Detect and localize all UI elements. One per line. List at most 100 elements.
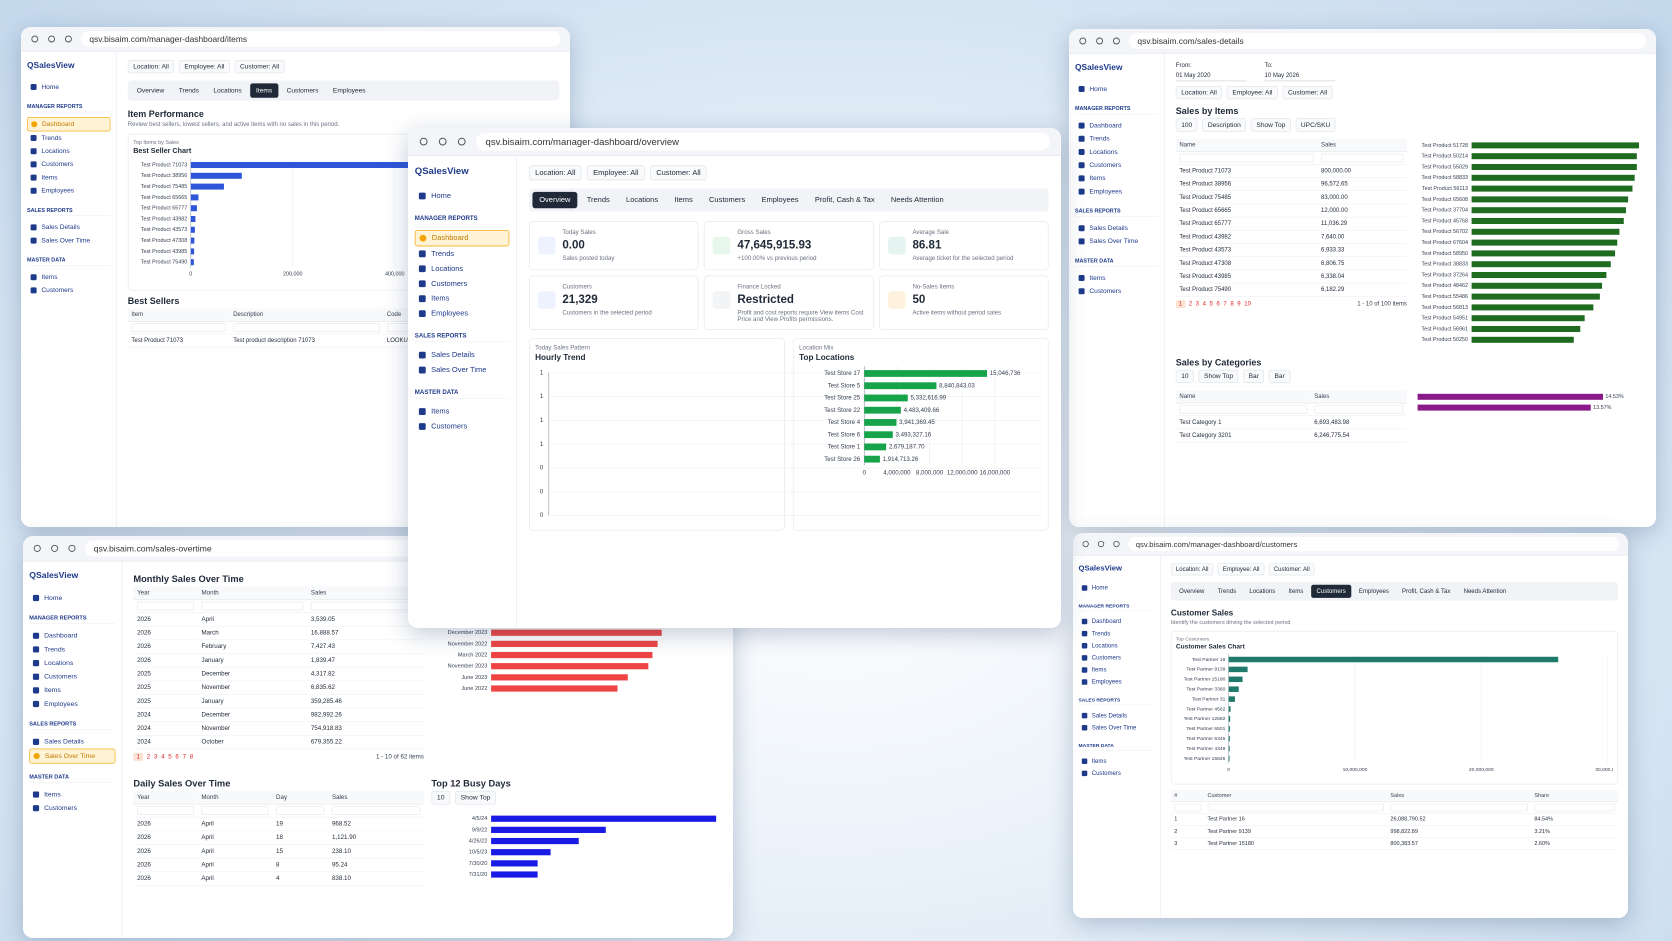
sidebar-item[interactable]: Employees xyxy=(415,306,510,321)
column-filter[interactable] xyxy=(131,323,226,332)
nav-button[interactable] xyxy=(1112,37,1120,45)
sidebar-item[interactable]: Customers xyxy=(1075,285,1158,298)
sidebar-item[interactable]: Dashboard xyxy=(1075,119,1158,132)
sidebar-item[interactable]: Items xyxy=(29,684,115,698)
page-button[interactable]: 8 xyxy=(189,753,194,761)
column-filter[interactable] xyxy=(1207,803,1384,812)
column-filter[interactable] xyxy=(1314,405,1404,414)
control[interactable]: UPC/SKU xyxy=(1295,118,1336,132)
column-filter[interactable] xyxy=(137,601,195,611)
nav-button[interactable] xyxy=(31,35,39,43)
page-button[interactable]: 5 xyxy=(1209,300,1213,308)
tab[interactable]: Locations xyxy=(626,196,659,205)
sidebar-item[interactable]: Trends xyxy=(1079,628,1155,640)
sidebar-item[interactable]: Customers xyxy=(27,284,110,297)
page-button[interactable]: 2 xyxy=(1188,300,1193,308)
control[interactable]: Description xyxy=(1202,118,1247,132)
sidebar-item[interactable]: Items xyxy=(1079,755,1155,767)
filter-chip[interactable]: Employee: All xyxy=(1217,563,1265,576)
sidebar-item[interactable]: Items xyxy=(1075,271,1158,284)
nav-button[interactable] xyxy=(457,137,467,147)
control[interactable]: 10 xyxy=(1175,369,1194,383)
tab[interactable]: Items xyxy=(250,83,279,98)
sidebar-item[interactable]: Trends xyxy=(415,246,510,261)
tab[interactable]: Profit, Cash & Tax xyxy=(814,196,875,205)
sidebar-item[interactable]: Items xyxy=(27,171,110,184)
sidebar-item[interactable]: Sales Details xyxy=(415,348,510,363)
column-filter[interactable] xyxy=(1534,803,1615,812)
sidebar-item[interactable]: Items xyxy=(1079,664,1155,676)
sidebar-item[interactable]: Trends xyxy=(29,643,115,657)
page-button[interactable]: 9 xyxy=(1237,300,1241,308)
tab[interactable]: Locations xyxy=(213,87,242,95)
sidebar-item[interactable]: Customers xyxy=(29,670,115,684)
sidebar-item[interactable]: Customers xyxy=(415,276,510,291)
column-filter[interactable] xyxy=(1174,803,1201,812)
sidebar-item[interactable]: Employees xyxy=(1079,676,1155,688)
page-button[interactable]: 7 xyxy=(182,753,187,761)
tab[interactable]: Needs Attention xyxy=(890,196,944,205)
tab[interactable]: Overview xyxy=(532,191,578,209)
sidebar-item[interactable]: Sales Over Time xyxy=(1079,722,1155,734)
sidebar-item[interactable]: Dashboard xyxy=(29,629,115,643)
sidebar-item[interactable]: Employees xyxy=(29,697,115,711)
tab[interactable]: Trends xyxy=(178,87,200,95)
sidebar-item[interactable]: Sales Details xyxy=(1075,222,1158,235)
sidebar-item[interactable]: Sales Over Time xyxy=(29,748,116,764)
page-button[interactable]: 6 xyxy=(1216,300,1220,308)
tab[interactable]: Profit, Cash & Tax xyxy=(1402,588,1451,595)
nav-button[interactable] xyxy=(33,544,42,553)
page-button[interactable]: 4 xyxy=(1202,300,1206,308)
column-filter[interactable] xyxy=(233,323,380,332)
tab[interactable]: Customers xyxy=(1310,584,1352,598)
sidebar-item[interactable]: Employees xyxy=(1075,185,1158,198)
nav-button[interactable] xyxy=(50,544,59,553)
column-filter[interactable] xyxy=(1179,153,1314,163)
sidebar-item[interactable]: Locations xyxy=(27,145,110,158)
tab[interactable]: Trends xyxy=(1217,588,1237,595)
address-bar[interactable]: qsv.bisaim.com/manager-dashboard/overvie… xyxy=(476,132,1051,151)
filter-chip[interactable]: Employee: All xyxy=(1226,86,1278,100)
control[interactable]: 100 xyxy=(1175,118,1198,132)
column-filter[interactable] xyxy=(276,806,325,815)
page-button[interactable]: 4 xyxy=(161,753,165,761)
filter-chip[interactable]: Location: All xyxy=(127,60,175,74)
nav-button[interactable] xyxy=(1082,540,1090,548)
sidebar-item[interactable]: Customers xyxy=(29,801,115,815)
sidebar-item[interactable]: Dashboard xyxy=(1079,616,1155,628)
control[interactable]: Show Top xyxy=(1198,369,1239,383)
sidebar-item[interactable]: Employees xyxy=(27,184,110,197)
sidebar-item[interactable]: Items xyxy=(415,291,510,306)
sidebar-item[interactable]: Sales Over Time xyxy=(415,363,510,378)
sidebar-item[interactable]: Customers xyxy=(1075,159,1158,172)
column-filter[interactable] xyxy=(310,601,421,611)
tab[interactable]: Employees xyxy=(1358,588,1389,595)
filter-chip[interactable]: Customer: All xyxy=(650,165,707,181)
control[interactable]: Bar xyxy=(1269,369,1291,383)
page-button[interactable]: 1 xyxy=(133,753,144,762)
sidebar-item[interactable]: Customers xyxy=(1079,652,1155,664)
tab[interactable]: Needs Attention xyxy=(1463,588,1507,595)
column-filter[interactable] xyxy=(201,806,269,815)
sidebar-item[interactable]: Sales Over Time xyxy=(1075,235,1158,248)
tab[interactable]: Customers xyxy=(709,196,746,205)
sidebar-item[interactable]: Trends xyxy=(27,131,110,144)
nav-button[interactable] xyxy=(438,137,448,147)
sidebar-item[interactable]: Dashboard xyxy=(414,230,510,247)
sidebar-item[interactable]: Trends xyxy=(1075,132,1158,145)
tab[interactable]: Employees xyxy=(761,196,799,205)
sidebar-item[interactable]: Locations xyxy=(29,656,115,670)
column-filter[interactable] xyxy=(1390,803,1528,812)
date-input[interactable]: 10 May 2026 xyxy=(1264,70,1336,82)
sidebar-item[interactable]: Sales Over Time xyxy=(27,234,110,247)
column-filter[interactable] xyxy=(137,806,194,815)
nav-button[interactable] xyxy=(64,35,72,43)
tab[interactable]: Items xyxy=(674,196,693,205)
sidebar-item[interactable]: Home xyxy=(415,189,510,204)
column-filter[interactable] xyxy=(1320,153,1404,163)
page-button[interactable]: 6 xyxy=(175,753,179,761)
filter-chip[interactable]: Location: All xyxy=(1175,86,1223,100)
control[interactable]: Show Top xyxy=(455,790,497,805)
filter-chip[interactable]: Customer: All xyxy=(234,60,285,74)
sidebar-item[interactable]: Items xyxy=(1075,172,1158,185)
